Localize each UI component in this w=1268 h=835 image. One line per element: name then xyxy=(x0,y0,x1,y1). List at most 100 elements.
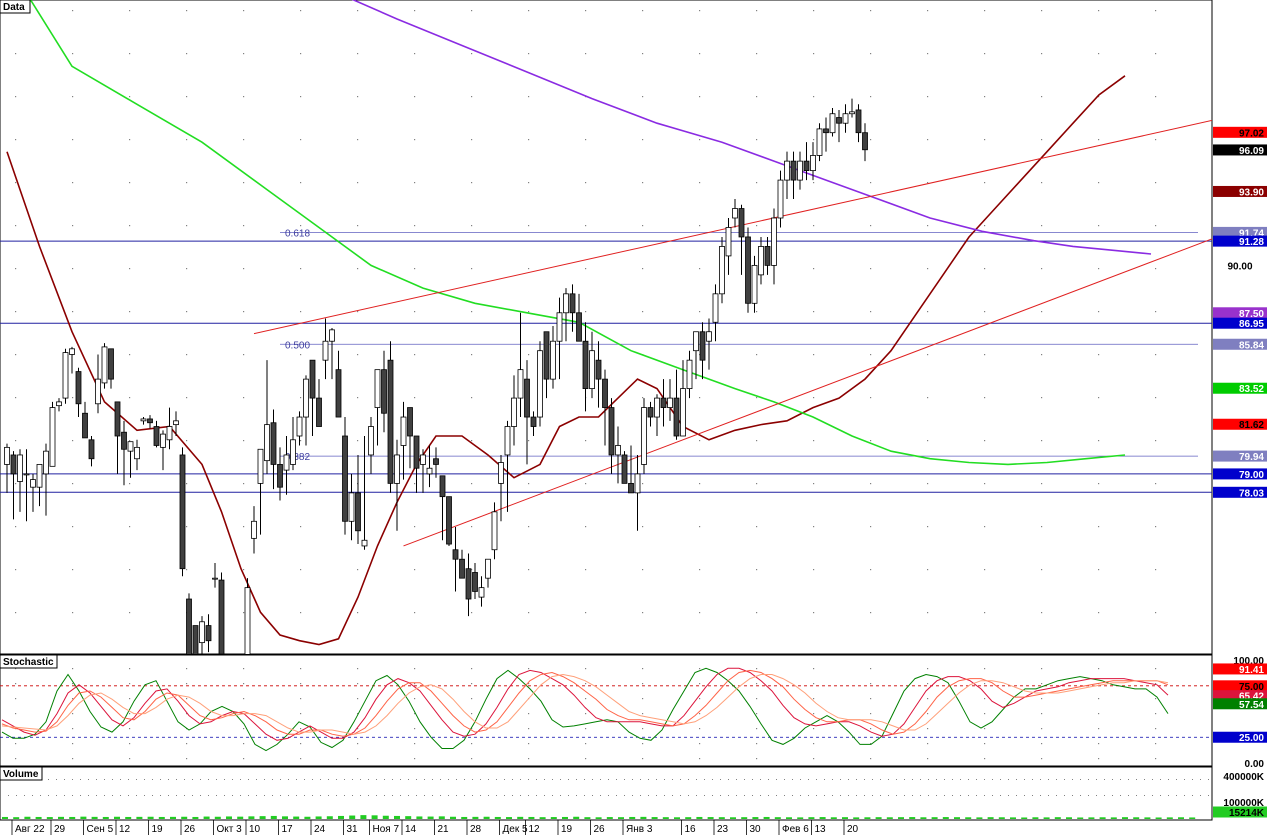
grid xyxy=(8,10,1209,796)
grid-dot xyxy=(186,311,188,313)
grid-dot xyxy=(704,779,705,780)
candle-up xyxy=(30,479,36,488)
grid-dot xyxy=(870,698,872,700)
grid-dot xyxy=(184,779,185,780)
grid-dot xyxy=(600,779,601,780)
grid-dot xyxy=(72,53,74,55)
date-label: 17 xyxy=(282,824,294,835)
candle-up xyxy=(134,446,140,460)
grid-dot xyxy=(784,795,785,796)
grid-dot xyxy=(585,698,587,700)
volume-bar xyxy=(405,816,412,819)
grid-dot xyxy=(1041,440,1043,442)
grid-dot xyxy=(186,758,188,760)
grid-dot xyxy=(632,779,633,780)
grid-dot xyxy=(471,728,473,730)
grid-dot xyxy=(642,743,644,745)
candle-up xyxy=(400,416,407,446)
grid-dot xyxy=(300,397,302,399)
grid-dot xyxy=(944,779,945,780)
trend-lines xyxy=(253,119,1212,547)
grid-dot xyxy=(464,795,465,796)
candle-up xyxy=(829,113,836,134)
grid-dot xyxy=(1040,795,1041,796)
grid-dot xyxy=(642,53,644,55)
volume-bar xyxy=(707,817,714,819)
grid-dot xyxy=(357,683,359,685)
candle-down xyxy=(855,109,862,134)
grid-dot xyxy=(544,779,545,780)
volume-bar xyxy=(1189,817,1196,819)
stochastic-label: 0.00 xyxy=(1245,759,1265,770)
grid-dot xyxy=(832,779,833,780)
date-label: 21 xyxy=(438,824,450,835)
candle-down xyxy=(738,208,745,238)
grid-dot xyxy=(414,483,416,485)
grid-dot xyxy=(699,698,701,700)
candle-up xyxy=(758,246,764,276)
volume-bar xyxy=(147,816,154,819)
volume-bar xyxy=(562,816,568,819)
grid-dot xyxy=(824,795,825,796)
grid-dot xyxy=(756,526,758,528)
grid-dot xyxy=(272,795,273,796)
candle-up xyxy=(420,454,426,465)
date-label: 23 xyxy=(717,824,729,835)
candle-down xyxy=(621,454,628,484)
grid-dot xyxy=(48,795,49,796)
grid-dot xyxy=(357,311,359,313)
grid-dot xyxy=(186,683,188,685)
grid-dot xyxy=(243,182,245,184)
grid-dot xyxy=(224,779,225,780)
grid-dot xyxy=(1155,728,1157,730)
grid-dot xyxy=(984,743,986,745)
grid-dot xyxy=(328,779,329,780)
volume-bar xyxy=(237,816,244,819)
grid-dot xyxy=(414,225,416,227)
grid-dot xyxy=(560,795,561,796)
price-label-bg xyxy=(1213,338,1267,350)
grid-dot xyxy=(1096,795,1097,796)
grid-dot xyxy=(400,795,401,796)
price-label-bg xyxy=(1213,486,1267,498)
grid-dot xyxy=(129,268,131,270)
grid-dot xyxy=(15,397,17,399)
volume-bar xyxy=(494,816,501,819)
fibonacci-label: 0.382 xyxy=(285,452,310,463)
grid-dot xyxy=(160,779,161,780)
volume-bar xyxy=(181,816,188,819)
grid-dot xyxy=(471,698,473,700)
candle-down xyxy=(608,407,615,456)
grid-dot xyxy=(1041,713,1043,715)
grid-dot xyxy=(528,440,530,442)
grid-dot xyxy=(471,311,473,313)
grid-dot xyxy=(243,668,245,670)
stochastic-label-bg xyxy=(1213,757,1267,769)
grid-dot xyxy=(813,743,815,745)
grid-dot xyxy=(243,612,245,614)
grid-dot xyxy=(136,795,137,796)
grid-dot xyxy=(576,795,577,796)
grid-dot xyxy=(15,483,17,485)
volume-bar xyxy=(651,817,658,819)
grid-dot xyxy=(528,743,530,745)
grid-dot xyxy=(168,779,169,780)
grid-dot xyxy=(15,698,17,700)
grid-dot xyxy=(984,698,986,700)
volume-bar xyxy=(842,817,848,819)
volume-bar xyxy=(125,816,132,819)
grid-dot xyxy=(414,728,416,730)
date-label: Сен 5 xyxy=(87,824,114,835)
grid-dot xyxy=(648,795,649,796)
grid-dot xyxy=(200,779,201,780)
grid-dot xyxy=(1041,10,1043,12)
grid-dot xyxy=(1088,779,1089,780)
grid-dot xyxy=(72,397,74,399)
grid-dot xyxy=(672,795,673,796)
candle-down xyxy=(153,426,160,446)
grid-dot xyxy=(72,96,74,98)
grid-dot xyxy=(927,440,929,442)
grid-dot xyxy=(357,268,359,270)
grid-dot xyxy=(927,668,929,670)
grid-dot xyxy=(632,795,633,796)
